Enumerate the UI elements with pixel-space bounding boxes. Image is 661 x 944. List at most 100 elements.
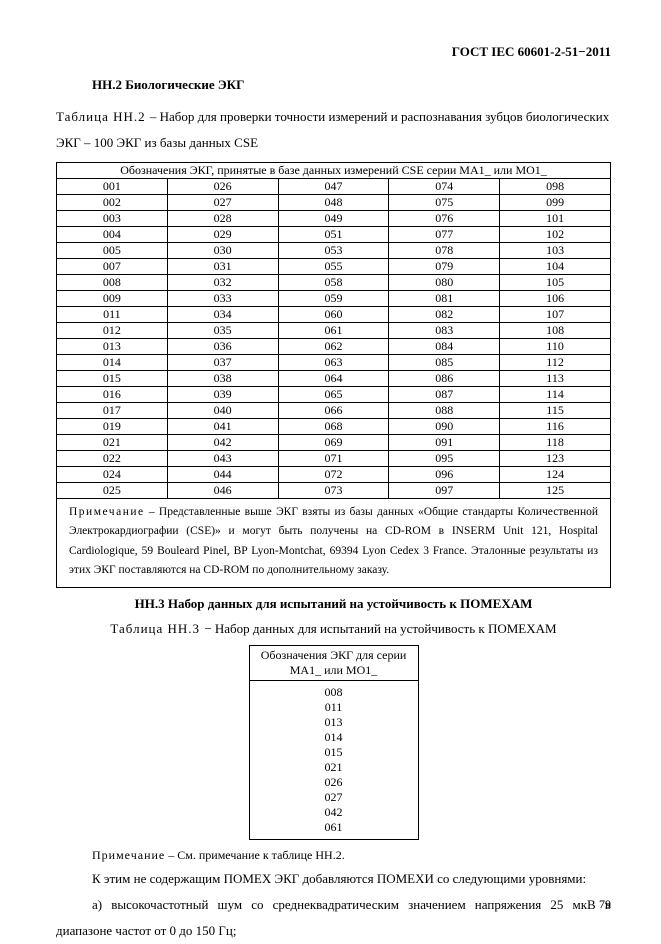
table-cell: 013 <box>57 338 168 354</box>
table-cell: 063 <box>278 354 389 370</box>
table-cell: 105 <box>500 274 611 290</box>
page: ГОСТ IEC 60601-2-51−2011 НН.2 Биологичес… <box>0 0 661 936</box>
table-row: 007031055079104 <box>57 258 611 274</box>
table-row: 009033059081106 <box>57 290 611 306</box>
table-cell: 086 <box>389 370 500 386</box>
table-row: 001026047074098 <box>57 178 611 194</box>
table-cell: 095 <box>389 450 500 466</box>
table-cell: 051 <box>278 226 389 242</box>
table-cell: 059 <box>278 290 389 306</box>
table-cell: 078 <box>389 242 500 258</box>
table-row: 015 <box>249 745 418 760</box>
table-cell: 034 <box>167 306 278 322</box>
table-row: 008 <box>249 681 418 701</box>
table-cell: 007 <box>57 258 168 274</box>
table-cell: 044 <box>167 466 278 482</box>
table-cell: 002 <box>57 194 168 210</box>
section-hh3-title: НН.3 Набор данных для испытаний на устой… <box>56 594 611 615</box>
table-cell: 061 <box>249 820 418 840</box>
note2-label: Примечание <box>92 848 165 862</box>
table-cell: 003 <box>57 210 168 226</box>
table-cell: 110 <box>500 338 611 354</box>
caption-prefix: Таблица НН.2 <box>56 109 150 124</box>
table-cell: 022 <box>57 450 168 466</box>
table-cell: 102 <box>500 226 611 242</box>
table-row: 024044072096124 <box>57 466 611 482</box>
table-cell: 016 <box>57 386 168 402</box>
table-cell: 096 <box>389 466 500 482</box>
table-cell: 004 <box>57 226 168 242</box>
table-cell: 009 <box>57 290 168 306</box>
note-text: – Представленные выше ЭКГ взяты из базы … <box>69 506 598 577</box>
table-cell: 115 <box>500 402 611 418</box>
table-row: 022043071095123 <box>57 450 611 466</box>
table-cell: 046 <box>167 482 278 498</box>
table-row: 021042069091118 <box>57 434 611 450</box>
table-cell: 031 <box>167 258 278 274</box>
table-cell: 029 <box>167 226 278 242</box>
table-row: 017040066088115 <box>57 402 611 418</box>
table-row: 026 <box>249 775 418 790</box>
table-cell: 026 <box>249 775 418 790</box>
table-cell: 027 <box>249 790 418 805</box>
table-row: 003028049076101 <box>57 210 611 226</box>
table-cell: 025 <box>57 482 168 498</box>
table-cell: 099 <box>500 194 611 210</box>
table-cell: 087 <box>389 386 500 402</box>
table-cell: 043 <box>167 450 278 466</box>
table-cell: 061 <box>278 322 389 338</box>
table-cell: 075 <box>389 194 500 210</box>
paragraph-intro: К этим не содержащим ПОМЕХ ЭКГ добавляют… <box>56 866 611 892</box>
table-cell: 037 <box>167 354 278 370</box>
table-row: 061 <box>249 820 418 840</box>
table-cell: 068 <box>278 418 389 434</box>
table-row: 013 <box>249 715 418 730</box>
table-row: 011034060082107 <box>57 306 611 322</box>
table-cell: 083 <box>389 322 500 338</box>
table-hh2: Обозначения ЭКГ, принятые в базе данных … <box>56 162 611 499</box>
note2-text: – См. примечание к таблице НН.2. <box>165 848 344 862</box>
table-hh3-caption: Таблица НН.3 − Набор данных для испытани… <box>56 619 611 640</box>
table-cell: 058 <box>278 274 389 290</box>
table-cell: 017 <box>57 402 168 418</box>
table-row: 016039065087114 <box>57 386 611 402</box>
table-row: 025046073097125 <box>57 482 611 498</box>
table-cell: 028 <box>167 210 278 226</box>
table-row: 019041068090116 <box>57 418 611 434</box>
table-cell: 033 <box>167 290 278 306</box>
table-cell: 097 <box>389 482 500 498</box>
table-cell: 124 <box>500 466 611 482</box>
table-cell: 040 <box>167 402 278 418</box>
caption3-rest: − Набор данных для испытаний на устойчив… <box>204 621 556 636</box>
table-cell: 116 <box>500 418 611 434</box>
table-cell: 106 <box>500 290 611 306</box>
table-row: 014 <box>249 730 418 745</box>
table-cell: 030 <box>167 242 278 258</box>
table-cell: 011 <box>249 700 418 715</box>
table-cell: 065 <box>278 386 389 402</box>
table-row: 002027048075099 <box>57 194 611 210</box>
note-hh3: Примечание – См. примечание к таблице НН… <box>56 846 611 865</box>
table-cell: 123 <box>500 450 611 466</box>
table-cell: 011 <box>57 306 168 322</box>
table-row: 042 <box>249 805 418 820</box>
table-cell: 113 <box>500 370 611 386</box>
table-hh3-header: Обозначения ЭКГ для серии MA1_ или MO1_ <box>249 646 418 681</box>
table-row: 008032058080105 <box>57 274 611 290</box>
table-row: 013036062084110 <box>57 338 611 354</box>
table-row: 027 <box>249 790 418 805</box>
page-number: 79 <box>599 895 611 914</box>
table-cell: 032 <box>167 274 278 290</box>
table-hh2-note: Примечание – Представленные выше ЭКГ взя… <box>56 499 611 588</box>
table-cell: 012 <box>57 322 168 338</box>
table-cell: 047 <box>278 178 389 194</box>
table-cell: 042 <box>167 434 278 450</box>
table-cell: 021 <box>249 760 418 775</box>
table-cell: 072 <box>278 466 389 482</box>
table-cell: 066 <box>278 402 389 418</box>
table-cell: 071 <box>278 450 389 466</box>
note-label: Примечание <box>69 506 145 518</box>
table-cell: 035 <box>167 322 278 338</box>
table-cell: 125 <box>500 482 611 498</box>
table-cell: 081 <box>389 290 500 306</box>
